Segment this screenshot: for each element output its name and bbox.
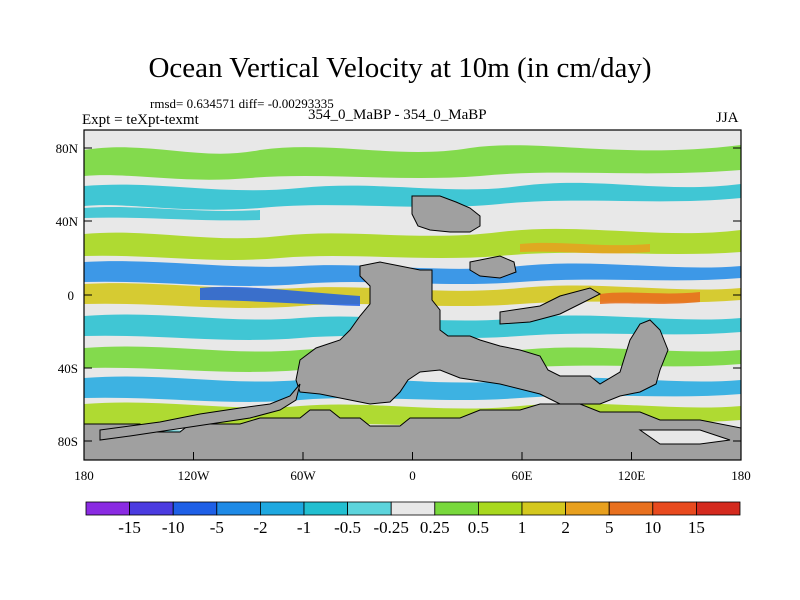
y-tick-label: 40N <box>56 214 79 229</box>
colorbar-label: -1 <box>297 518 311 537</box>
experiment-subtitle: 354_0_MaBP - 354_0_MaBP <box>308 107 487 123</box>
colorbar-label: 5 <box>605 518 614 537</box>
field-band <box>84 145 741 180</box>
colorbar-swatch <box>565 501 610 516</box>
colorbar-swatch <box>652 501 697 516</box>
x-tick-label: 120E <box>618 468 646 483</box>
land-antarctica <box>84 403 741 460</box>
colorbar-label: -0.25 <box>373 518 408 537</box>
x-tick-label: 60E <box>512 468 533 483</box>
land-west-strip <box>99 383 301 441</box>
colorbar-label: 0.25 <box>420 518 450 537</box>
colorbar-swatch <box>347 501 392 516</box>
field-band <box>520 242 650 254</box>
land-east-strip <box>499 287 602 325</box>
colorbar-swatch <box>216 501 261 516</box>
colorbar-swatch <box>129 501 174 516</box>
colorbar-labels: -15 -10 -5 -2 -1 -0.5 -0.25 0.25 0.5 1 2 5 10 15 <box>118 518 705 537</box>
y-tick-label: 80S <box>58 434 78 449</box>
colorbar-swatch <box>477 501 523 516</box>
colorbar-swatch <box>434 501 479 516</box>
colorbar-label: -0.5 <box>334 518 361 537</box>
x-tick-label: 180 <box>74 468 94 483</box>
land-gap <box>638 429 731 445</box>
colorbar-label: -5 <box>210 518 224 537</box>
x-tick-label: 180 <box>731 468 751 483</box>
colorbar-label: -15 <box>118 518 141 537</box>
colorbar-swatch <box>521 501 566 516</box>
colorbar-swatch <box>608 501 654 516</box>
y-axis-labels: 80N 40N 0 40S 80S <box>56 141 79 449</box>
field-band <box>600 292 700 304</box>
colorbar-label: 10 <box>644 518 661 537</box>
colorbar-label: 1 <box>518 518 527 537</box>
map-title: Ocean Vertical Velocity at 10m (in cm/da… <box>148 52 652 84</box>
y-axis-ticks <box>84 147 741 442</box>
colorbar <box>85 501 741 516</box>
y-tick-label: 80N <box>56 141 79 156</box>
colorbar-label: 2 <box>561 518 570 537</box>
colorbar-label: -10 <box>162 518 185 537</box>
colorbar-swatch <box>696 501 741 516</box>
colorbar-swatch <box>259 501 305 516</box>
field-band <box>200 286 360 306</box>
x-axis-labels: 180 120W 60W 0 60E 120E 180 <box>74 468 751 483</box>
expt-label: Expt = teXpt-texmt <box>82 112 199 128</box>
colorbar-label: 15 <box>688 518 705 537</box>
land-masses <box>84 195 741 460</box>
x-axis-ticks <box>83 452 742 460</box>
colorbar-label: 0.5 <box>468 518 489 537</box>
colorbar-swatch <box>172 501 218 516</box>
land-central <box>295 261 669 405</box>
colorbar-swatch <box>390 501 436 516</box>
stats-text: rmsd= 0.634571 diff= -0.00293335 <box>150 96 334 111</box>
velocity-field <box>84 145 741 460</box>
y-tick-label: 0 <box>68 288 75 303</box>
field-band <box>84 207 260 221</box>
colorbar-label: -2 <box>253 518 267 537</box>
x-tick-label: 0 <box>409 468 416 483</box>
land-north-block <box>411 195 481 233</box>
season-label: JJA <box>716 110 739 126</box>
colorbar-swatch <box>85 501 130 516</box>
x-tick-label: 120W <box>178 468 211 483</box>
y-tick-label: 40S <box>58 361 78 376</box>
colorbar-swatch <box>303 501 348 516</box>
land-island <box>469 255 517 279</box>
x-tick-label: 60W <box>290 468 316 483</box>
